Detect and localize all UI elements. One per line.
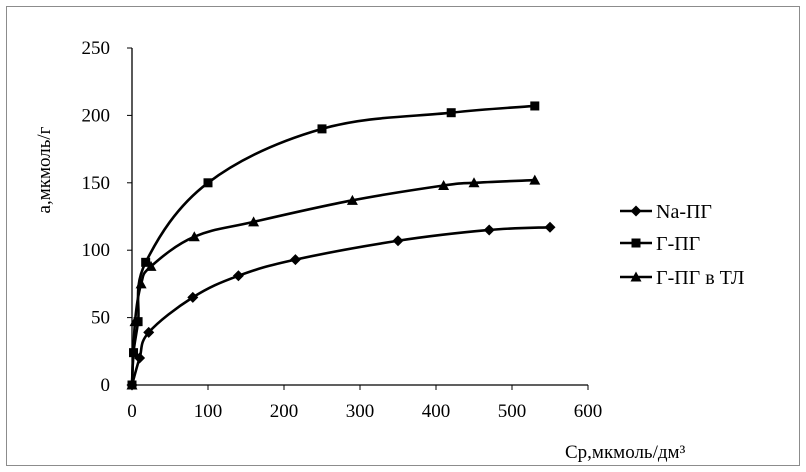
- y-tick-label: 200: [82, 105, 111, 126]
- legend-item-label: Г-ПГ в ТЛ: [656, 267, 744, 289]
- x-tick-label: 0: [127, 401, 137, 422]
- data-point: [126, 379, 138, 390]
- tick-labels: 0 50 100 150 200 250 0 100 200 300 400 500 600: [82, 38, 603, 422]
- x-tick-label: 500: [498, 401, 527, 422]
- x-tick-label: 200: [270, 401, 299, 422]
- data-point: [530, 101, 540, 111]
- data-point: [483, 224, 495, 236]
- data-point: [544, 221, 556, 233]
- y-tick-label: 100: [82, 240, 111, 261]
- data-point: [187, 291, 199, 303]
- data-point: [392, 235, 404, 247]
- x-tick-label: 300: [346, 401, 375, 422]
- legend-marker: [630, 205, 642, 217]
- data-point: [529, 174, 541, 185]
- y-axis-label: а,мкмоль/г: [34, 126, 55, 213]
- data-point: [248, 216, 260, 227]
- data-point: [468, 177, 480, 188]
- data-point: [203, 178, 213, 188]
- y-tick-label: 150: [82, 173, 111, 194]
- data-point: [446, 108, 456, 118]
- legend-marker: [631, 238, 641, 248]
- legend-marker: [630, 271, 642, 282]
- data-point: [438, 179, 450, 190]
- y-tick-label: 50: [91, 308, 110, 329]
- chart-frame: [6, 6, 800, 466]
- series-line: [130, 178, 535, 386]
- x-tick-label: 600: [574, 401, 603, 422]
- series-line: [130, 104, 535, 386]
- x-tick-label: 400: [422, 401, 451, 422]
- y-tick-label: 250: [82, 38, 111, 59]
- legend: Na-ПГ Г-ПГ Г-ПГ в ТЛ: [620, 201, 744, 289]
- series-0: [126, 221, 556, 391]
- data-point: [135, 278, 147, 289]
- data-point: [145, 260, 157, 271]
- y-tick-label: 0: [101, 375, 111, 396]
- data-point: [289, 254, 301, 266]
- data-point: [133, 317, 143, 327]
- axes: [127, 47, 589, 390]
- series-2: [126, 174, 541, 390]
- x-tick-label: 100: [194, 401, 223, 422]
- series-line: [130, 225, 551, 386]
- legend-item-label: Na-ПГ: [656, 201, 712, 223]
- x-axis-label: Ср,мкмоль/дм³: [565, 442, 686, 463]
- data-point: [129, 316, 141, 327]
- data-point: [232, 270, 244, 282]
- data-point: [317, 124, 327, 134]
- data-point: [346, 194, 358, 205]
- series-group: [126, 101, 556, 391]
- data-point: [141, 257, 151, 267]
- data-point: [143, 326, 155, 338]
- legend-item-label: Г-ПГ: [656, 233, 700, 255]
- series-1: [127, 101, 540, 390]
- data-point: [188, 231, 200, 242]
